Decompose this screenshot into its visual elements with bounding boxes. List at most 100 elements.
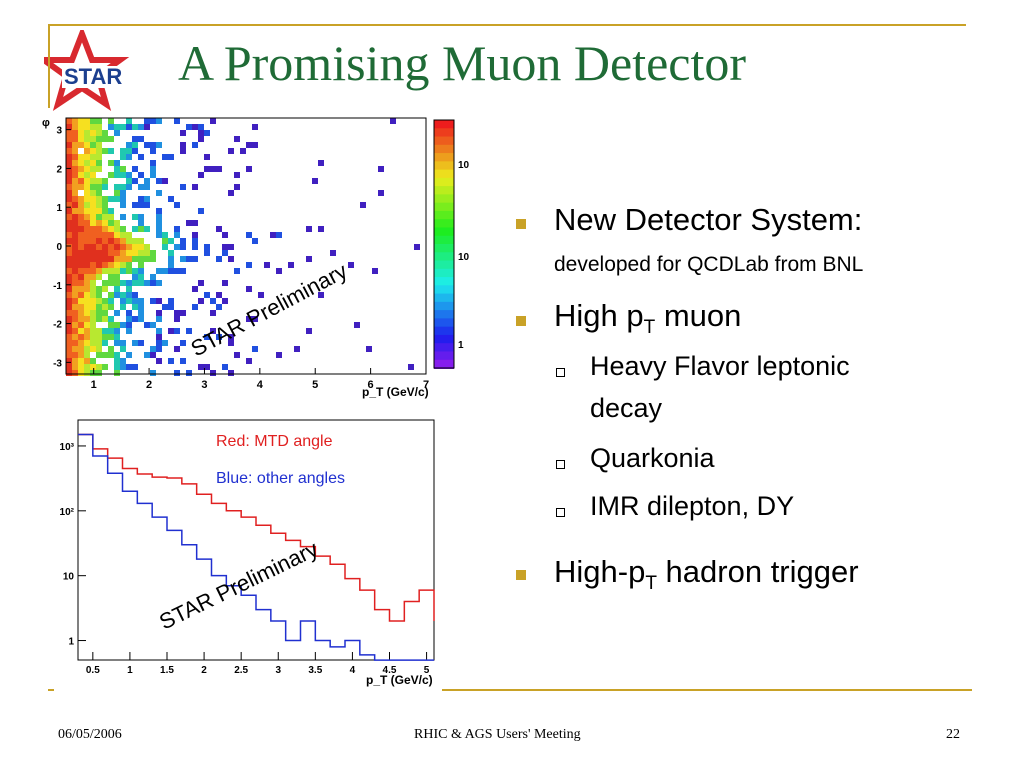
- colorbar-segment: [434, 359, 454, 369]
- heatmap-cell: [126, 328, 132, 334]
- heatmap-cell: [126, 250, 132, 256]
- heatmap-cell: [66, 268, 72, 274]
- heatmap-cell: [114, 238, 120, 244]
- heatmap-cell: [168, 196, 174, 202]
- heatmap-cell: [72, 304, 78, 310]
- heatmap-cell: [102, 352, 108, 358]
- heatmap-cell: [126, 178, 132, 184]
- heatmap-cell: [108, 262, 114, 268]
- heatmap-cell: [90, 118, 96, 124]
- heatmap-cell: [84, 226, 90, 232]
- heatmap-cell: [96, 148, 102, 154]
- heatmap-cell: [66, 184, 72, 190]
- heatmap-cell: [78, 286, 84, 292]
- heatmap-cell: [234, 172, 240, 178]
- heatmap-cell: [114, 124, 120, 130]
- series-blue-line: [78, 433, 434, 661]
- heatmap-cell: [108, 244, 114, 250]
- heatmap-cell: [138, 226, 144, 232]
- heatmap-ytick-label: -3: [53, 358, 62, 369]
- heatmap-cell: [192, 286, 198, 292]
- heatmap-cell: [144, 250, 150, 256]
- colorbar-segment: [434, 285, 454, 295]
- heatmap-cell: [66, 292, 72, 298]
- heatmap-ytick-label: 2: [56, 164, 62, 175]
- heatmap-cell: [96, 250, 102, 256]
- heatmap-cell: [234, 136, 240, 142]
- heatmap-cell: [78, 244, 84, 250]
- heatmap-cell: [114, 262, 120, 268]
- heatmap-cell: [78, 142, 84, 148]
- heatmap-cell: [390, 118, 396, 124]
- heatmap-cell: [174, 226, 180, 232]
- heatmap-cell: [102, 220, 108, 226]
- heatmap-cell: [228, 334, 234, 340]
- heatmap-cell: [96, 220, 102, 226]
- heatmap-cell: [126, 262, 132, 268]
- heatmap-cell: [132, 340, 138, 346]
- heatmap-cell: [144, 118, 150, 124]
- heatmap-cell: [174, 310, 180, 316]
- heatmap-cell: [102, 268, 108, 274]
- heatmap-cell: [96, 334, 102, 340]
- colorbar-segment: [434, 128, 454, 138]
- heatmap-cell: [90, 196, 96, 202]
- heatmap-cell: [66, 238, 72, 244]
- heatmap-cell: [108, 328, 114, 334]
- heatmap-cell: [96, 286, 102, 292]
- heatmap-cell: [204, 250, 210, 256]
- heatmap-cell: [180, 244, 186, 250]
- heatmap-cell: [90, 130, 96, 136]
- heatmap-cell: [72, 208, 78, 214]
- heatmap-cell: [78, 322, 84, 328]
- heatmap-cell: [156, 208, 162, 214]
- heatmap-cell: [114, 160, 120, 166]
- heatmap-cell: [192, 220, 198, 226]
- heatmap-cell: [144, 244, 150, 250]
- heatmap-cell: [102, 208, 108, 214]
- heatmap-cell: [78, 136, 84, 142]
- heatmap-cell: [84, 346, 90, 352]
- heatmap-cell: [408, 364, 414, 370]
- colorbar-segment: [434, 301, 454, 312]
- heatmap-cell: [78, 346, 84, 352]
- star-logo: STAR: [44, 30, 154, 112]
- heatmap-cell: [66, 322, 72, 328]
- heatmap-cell: [192, 232, 198, 238]
- heatmap-cell: [210, 310, 216, 316]
- heatmap-cell: [84, 160, 90, 166]
- heatmap-cell: [156, 232, 162, 238]
- heatmap-cell: [132, 214, 138, 220]
- heatmap-cell: [114, 190, 120, 196]
- heatmap-cell: [150, 352, 156, 358]
- heatmap-cell: [150, 370, 156, 376]
- heatmap-cell: [96, 310, 102, 316]
- heatmap-cell: [120, 214, 126, 220]
- heatmap-cell: [168, 154, 174, 160]
- heatmap-cell: [138, 304, 144, 310]
- heatmap-cell: [120, 358, 126, 364]
- colorbar-segment: [434, 210, 454, 221]
- heatmap-cell: [156, 280, 162, 286]
- heatmap-cell: [180, 148, 186, 154]
- heatmap-cell: [132, 142, 138, 148]
- heatmap-xlabel: p_T (GeV/c): [362, 385, 429, 399]
- heatmap-cell: [132, 226, 138, 232]
- heatmap-cell: [156, 328, 162, 334]
- heatmap-cell: [72, 226, 78, 232]
- heatmap-cell: [156, 340, 162, 346]
- heatmap-cell: [114, 226, 120, 232]
- heatmap-cell: [96, 184, 102, 190]
- heatmap-cell: [132, 274, 138, 280]
- heatmap-cell: [216, 226, 222, 232]
- heatmap-cell: [138, 184, 144, 190]
- heatmap-cell: [108, 220, 114, 226]
- colorbar-segment: [434, 227, 454, 237]
- bullet-3-post: hadron trigger: [656, 554, 859, 589]
- heatmap-cell: [114, 250, 120, 256]
- heatmap-cell: [96, 226, 102, 232]
- heatmap-cell: [102, 310, 108, 316]
- heatmap-cell: [96, 262, 102, 268]
- heatmap-cell: [246, 316, 252, 322]
- heatmap-cell: [120, 244, 126, 250]
